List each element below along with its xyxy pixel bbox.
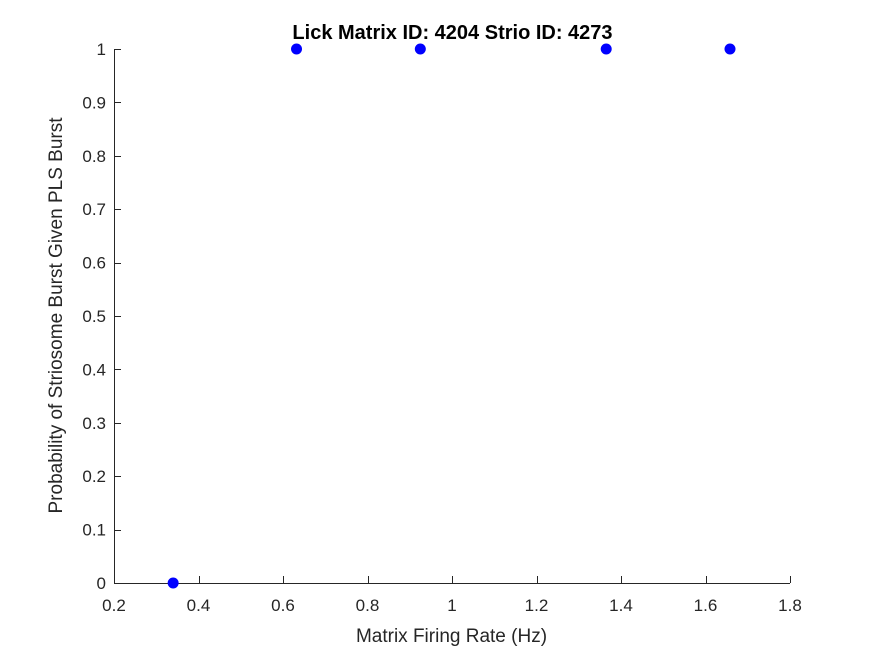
y-tick-label: 0.9 xyxy=(82,93,106,112)
x-tick-label: 0.4 xyxy=(187,596,211,615)
data-point xyxy=(724,43,736,55)
x-tick-label: 1 xyxy=(447,596,456,615)
y-axis-label: Probability of Striosome Burst Given PLS… xyxy=(46,117,67,514)
x-tick-label: 0.8 xyxy=(356,596,380,615)
y-tick-label: 0 xyxy=(97,574,106,593)
y-tick-label: 0.8 xyxy=(82,147,106,166)
data-point xyxy=(167,577,179,589)
x-ticks: 0.2 0.4 0.6 0.8 1 1.2 1.4 1.6 1.8 xyxy=(102,576,802,615)
axes: 0.2 0.4 0.6 0.8 1 1.2 1.4 1.6 1.8 00.10.20.30.40… xyxy=(82,40,801,615)
data-point xyxy=(291,43,303,55)
y-tick-label: 0.4 xyxy=(82,360,106,379)
x-tick-label: 1.6 xyxy=(694,596,718,615)
data-points xyxy=(167,43,736,589)
chart-title: Lick Matrix ID: 4204 Strio ID: 4273 xyxy=(292,22,612,44)
x-tick-label: 0.2 xyxy=(102,596,126,615)
x-axis-label: Matrix Firing Rate (Hz) xyxy=(356,626,547,647)
y-tick-label: 0.2 xyxy=(82,467,106,486)
y-tick-label: 0.6 xyxy=(82,254,106,273)
y-tick-label: 1 xyxy=(97,40,106,59)
y-tick-label: 0.1 xyxy=(82,521,106,540)
y-tick-label: 0.7 xyxy=(82,200,106,219)
y-tick-label: 0.3 xyxy=(82,414,106,433)
data-point xyxy=(414,43,426,55)
x-tick-label: 1.4 xyxy=(609,596,633,615)
x-tick-label: 1.8 xyxy=(778,596,802,615)
x-tick-label: 1.2 xyxy=(525,596,549,615)
x-tick-label: 0.6 xyxy=(271,596,295,615)
y-ticks: 0 0.1 0.2 0.3 0.4 0.5 0.6 0.7 0.8 0.9 1 xyxy=(82,40,121,593)
data-point xyxy=(600,43,612,55)
y-tick-label: 0.5 xyxy=(82,307,106,326)
